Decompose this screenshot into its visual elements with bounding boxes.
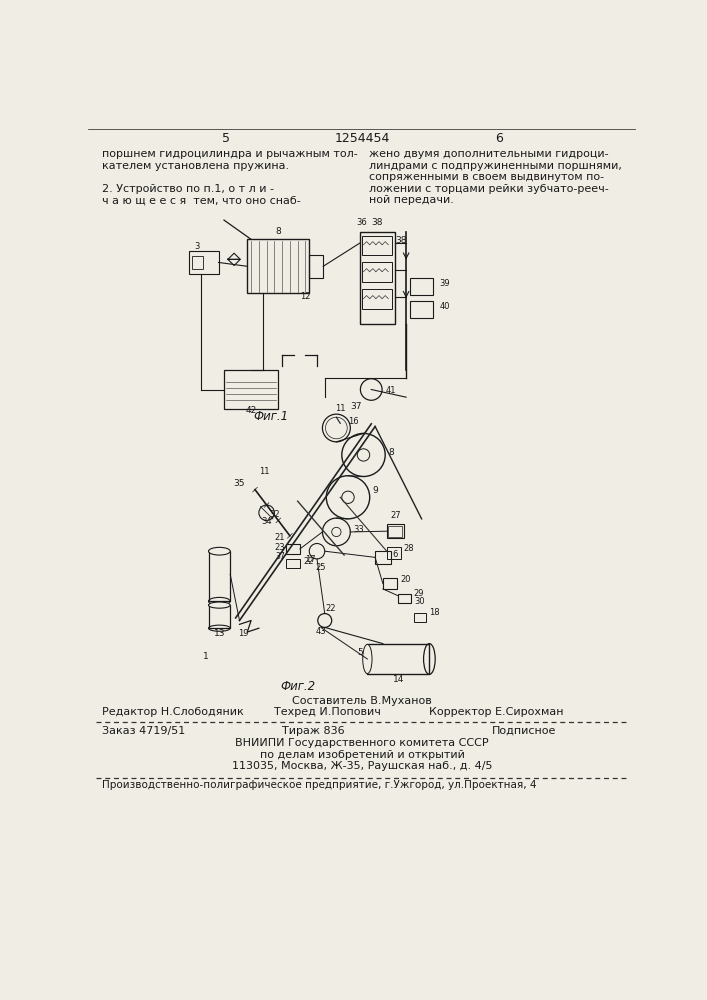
Bar [388, 526, 402, 537]
Text: 3: 3 [194, 242, 199, 251]
Text: Заказ 4719/51: Заказ 4719/51 [103, 726, 185, 736]
Text: 23: 23 [274, 543, 285, 552]
Text: 33: 33 [354, 525, 364, 534]
Text: 40: 40 [440, 302, 450, 311]
Text: 27: 27 [390, 511, 401, 520]
Text: 29: 29 [414, 589, 424, 598]
Bar [383, 578, 397, 589]
Text: 37: 37 [350, 402, 361, 411]
Bar [360, 232, 395, 324]
Text: Корректор Е.Сирохман: Корректор Е.Сирохман [429, 707, 564, 717]
Text: 30: 30 [414, 597, 424, 606]
Text: Фиг.1: Фиг.1 [253, 410, 288, 423]
Text: жено двумя дополнительными гидроци-: жено двумя дополнительными гидроци- [369, 149, 609, 159]
Text: 37: 37 [275, 552, 285, 561]
Text: 14: 14 [392, 675, 404, 684]
Text: 39: 39 [440, 279, 450, 288]
Bar [387, 547, 401, 559]
Text: Техред И.Попович: Техред И.Попович [274, 707, 381, 717]
Text: 6: 6 [495, 132, 503, 145]
Bar [362, 289, 392, 309]
Ellipse shape [209, 547, 230, 555]
Text: сопряженными в своем выдвинутом по-: сопряженными в своем выдвинутом по- [369, 172, 604, 182]
Text: 16: 16 [348, 417, 358, 426]
Text: 28: 28 [404, 544, 414, 553]
Text: 19: 19 [238, 629, 249, 638]
Bar [362, 262, 392, 282]
Text: 22: 22 [303, 557, 313, 566]
Bar [209, 605, 230, 628]
Text: 25: 25 [315, 563, 326, 572]
Text: 6: 6 [392, 550, 397, 559]
Text: ложении с торцами рейки зубчато-рееч-: ложении с торцами рейки зубчато-рееч- [369, 184, 609, 194]
Text: поршнем гидроцилиндра и рычажным тол-: поршнем гидроцилиндра и рычажным тол- [103, 149, 358, 159]
Text: 18: 18 [429, 608, 440, 617]
Text: ВНИИПИ Государственного комитета СССР: ВНИИПИ Государственного комитета СССР [235, 738, 489, 748]
Text: Тираж 836: Тираж 836 [282, 726, 344, 736]
Bar [368, 644, 429, 674]
Text: Составитель В.Муханов: Составитель В.Муханов [292, 696, 432, 706]
Text: ч а ю щ е е с я  тем, что оно снаб-: ч а ю щ е е с я тем, что оно снаб- [103, 195, 301, 205]
Bar [309, 255, 323, 278]
Text: ной передачи.: ной передачи. [369, 195, 454, 205]
Text: 17: 17 [305, 555, 316, 564]
Text: 1254454: 1254454 [334, 132, 390, 145]
Bar [189, 251, 218, 274]
Text: 9: 9 [373, 486, 378, 495]
Text: кателем установлена пружина.: кателем установлена пружина. [103, 161, 289, 171]
Text: 13: 13 [214, 629, 225, 638]
Text: 8: 8 [388, 448, 394, 457]
Text: 21: 21 [274, 533, 285, 542]
Text: 38: 38 [371, 218, 382, 227]
Text: 12: 12 [300, 292, 310, 301]
Bar [410, 301, 433, 318]
Text: 11: 11 [259, 467, 269, 476]
Bar [414, 613, 426, 622]
Text: 22: 22 [326, 604, 337, 613]
Bar [209, 551, 230, 601]
Text: линдрами с подпружиненными поршнями,: линдрами с подпружиненными поршнями, [369, 161, 621, 171]
Text: 1: 1 [204, 652, 209, 661]
Text: 42: 42 [245, 406, 257, 415]
Text: по делам изобретений и открытий: по делам изобретений и открытий [259, 750, 464, 760]
Text: 38: 38 [395, 236, 407, 245]
Bar [410, 278, 433, 295]
Bar [375, 551, 391, 564]
Bar [286, 544, 300, 554]
Bar [224, 370, 279, 409]
Text: 5: 5 [221, 132, 230, 145]
Bar [387, 524, 404, 538]
Text: 35: 35 [234, 479, 245, 488]
Ellipse shape [209, 602, 230, 608]
Text: 5: 5 [358, 648, 363, 657]
Text: Фиг.2: Фиг.2 [280, 680, 315, 693]
Bar [398, 594, 411, 603]
Bar [247, 239, 309, 293]
Text: 41: 41 [385, 386, 396, 395]
Text: 43: 43 [315, 627, 326, 636]
Text: 11: 11 [335, 404, 346, 413]
Bar [192, 256, 203, 269]
Text: 2. Устройство по п.1, о т л и -: 2. Устройство по п.1, о т л и - [103, 184, 274, 194]
Text: 113035, Москва, Ж-35, Раушская наб., д. 4/5: 113035, Москва, Ж-35, Раушская наб., д. … [232, 761, 492, 771]
Text: 8: 8 [275, 227, 281, 236]
Bar [362, 235, 392, 255]
Ellipse shape [363, 644, 372, 674]
Text: Редактор Н.Слободяник: Редактор Н.Слободяник [103, 707, 244, 717]
Text: 36: 36 [356, 218, 368, 227]
Bar [286, 559, 300, 568]
Text: 32: 32 [269, 510, 280, 519]
Text: 34: 34 [262, 517, 272, 526]
Text: 20: 20 [400, 575, 411, 584]
Text: Производственно-полиграфическое предприятие, г.Ужгород, ул.Проектная, 4: Производственно-полиграфическое предприя… [103, 780, 537, 790]
Text: Подписное: Подписное [491, 726, 556, 736]
